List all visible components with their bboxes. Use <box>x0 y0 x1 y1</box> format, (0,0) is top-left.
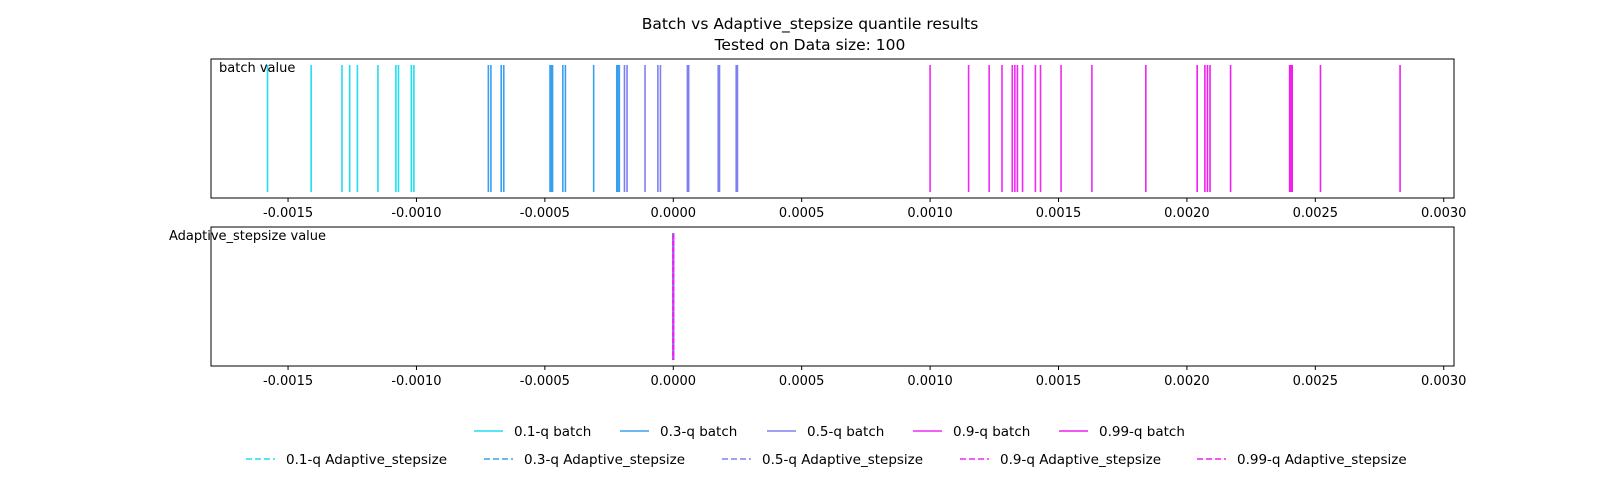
adaptive-x-axis: -0.0015 -0.0010 -0.0005 0.0000 0.0005 0.0010 0… <box>263 366 1467 389</box>
chart-title: Batch vs Adaptive_stepsize quantile resu… <box>642 15 979 34</box>
legend-label: 0.5-q batch <box>807 424 884 440</box>
x-tick-label: 0.0030 <box>1421 206 1467 221</box>
legend-label: 0.3-q batch <box>660 424 737 440</box>
x-tick-label: 0.0000 <box>651 374 697 389</box>
panel-adaptive: -0.0015 -0.0010 -0.0005 0.0000 0.0005 0.0010 0… <box>169 226 1467 389</box>
x-tick-label: 0.0005 <box>779 374 825 389</box>
x-tick-label: 0.0015 <box>1036 206 1082 221</box>
legend-label: 0.5-q Adaptive_stepsize <box>762 452 923 468</box>
batch-panel-label: batch value <box>219 61 295 76</box>
x-tick-label: -0.0015 <box>263 374 313 389</box>
batch-axes-frame <box>210 58 1455 199</box>
x-tick-label: 0.0005 <box>779 206 825 221</box>
legend-item: 0.9-q Adaptive_stepsize <box>960 452 1161 468</box>
chart-legend: 0.1-q batch 0.3-q batch 0.5-q batch 0.9-q b… <box>246 424 1407 468</box>
panel-batch: -0.0015 -0.0010 -0.0005 0.0000 0.0005 0.0010 0… <box>210 58 1467 221</box>
x-tick-label: -0.0010 <box>391 206 441 221</box>
batch-x-axis: -0.0015 -0.0010 -0.0005 0.0000 0.0005 0.0010 0… <box>263 198 1467 221</box>
x-tick-label: 0.0000 <box>651 206 697 221</box>
legend-item: 0.5-q batch <box>767 424 884 440</box>
legend-label: 0.99-q Adaptive_stepsize <box>1237 452 1407 468</box>
legend-label: 0.9-q Adaptive_stepsize <box>1000 452 1161 468</box>
x-tick-label: -0.0010 <box>391 374 441 389</box>
legend-item: 0.5-q Adaptive_stepsize <box>722 452 923 468</box>
adaptive-panel-label: Adaptive_stepsize value <box>169 229 326 244</box>
legend-label: 0.3-q Adaptive_stepsize <box>524 452 685 468</box>
x-tick-label: 0.0010 <box>907 206 953 221</box>
legend-label: 0.99-q batch <box>1099 424 1185 440</box>
chart-subtitle: Tested on Data size: 100 <box>714 36 906 54</box>
legend-label: 0.1-q batch <box>514 424 591 440</box>
x-tick-label: -0.0005 <box>520 374 570 389</box>
x-tick-label: 0.0020 <box>1164 206 1210 221</box>
legend-item: 0.3-q batch <box>620 424 737 440</box>
x-tick-label: 0.0015 <box>1036 374 1082 389</box>
x-tick-label: 0.0010 <box>907 374 953 389</box>
legend-item: 0.1-q batch <box>474 424 591 440</box>
legend-item: 0.9-q batch <box>913 424 1030 440</box>
x-tick-label: 0.0025 <box>1293 206 1339 221</box>
x-tick-label: 0.0020 <box>1164 374 1210 389</box>
x-tick-label: 0.0025 <box>1293 374 1339 389</box>
x-tick-label: -0.0015 <box>263 206 313 221</box>
legend-label: 0.1-q Adaptive_stepsize <box>286 452 447 468</box>
batch-event-lines <box>266 65 1401 192</box>
adaptive-axes-frame <box>210 226 1455 367</box>
legend-item: 0.99-q Adaptive_stepsize <box>1197 452 1407 468</box>
x-tick-label: -0.0005 <box>520 206 570 221</box>
legend-item: 0.1-q Adaptive_stepsize <box>246 452 447 468</box>
legend-item: 0.3-q Adaptive_stepsize <box>484 452 685 468</box>
x-tick-label: 0.0030 <box>1421 374 1467 389</box>
legend-label: 0.9-q batch <box>953 424 1030 440</box>
legend-item: 0.99-q batch <box>1059 424 1185 440</box>
